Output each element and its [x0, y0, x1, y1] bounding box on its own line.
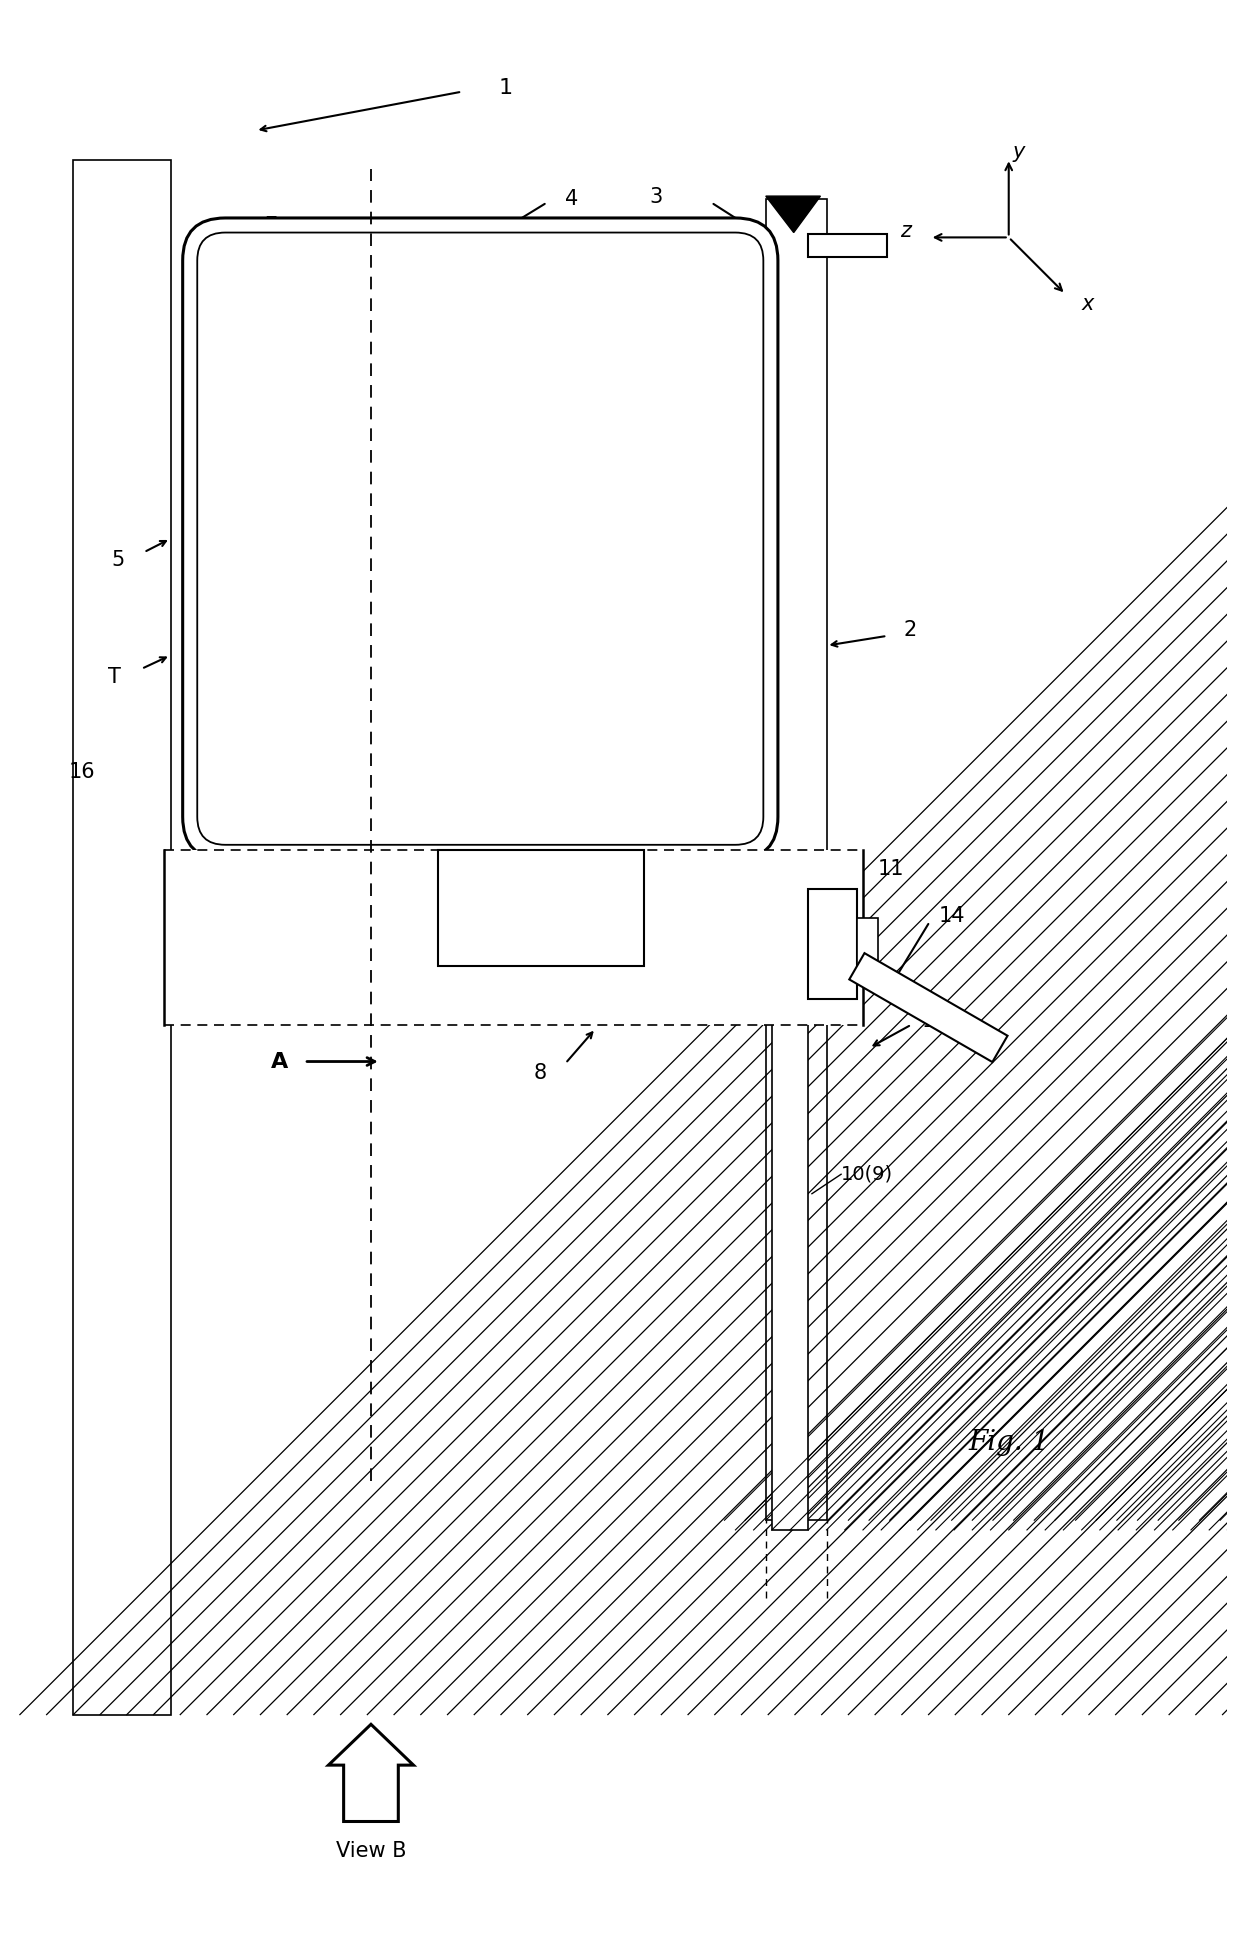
Text: A: A	[272, 732, 289, 753]
Text: 13: 13	[572, 785, 598, 806]
Text: View B: View B	[336, 1841, 407, 1860]
Bar	[165, 849, 863, 1025]
Bar	[438, 849, 645, 966]
Text: 8: 8	[534, 1064, 547, 1083]
Bar	[766, 199, 827, 1521]
Bar	[808, 234, 888, 258]
Text: x: x	[1081, 295, 1094, 314]
Bar	[771, 1015, 808, 1530]
Text: 5: 5	[112, 550, 124, 570]
FancyBboxPatch shape	[182, 219, 777, 859]
FancyBboxPatch shape	[197, 232, 764, 845]
Text: 7: 7	[264, 217, 278, 236]
Text: 10(9): 10(9)	[841, 1165, 893, 1183]
Text: 4: 4	[565, 189, 579, 209]
Text: 3: 3	[650, 187, 662, 207]
Text: 16: 16	[68, 761, 95, 783]
Text: T: T	[108, 668, 120, 687]
Text: z: z	[900, 221, 911, 242]
Bar	[73, 160, 171, 1714]
Text: 11: 11	[878, 859, 904, 878]
Text: 15: 15	[921, 1011, 947, 1031]
Bar	[808, 888, 857, 999]
FancyArrow shape	[329, 1724, 413, 1821]
Text: 2: 2	[903, 621, 916, 640]
Polygon shape	[849, 953, 1008, 1062]
Text: y: y	[1012, 142, 1024, 162]
Text: Fig. 1: Fig. 1	[968, 1429, 1049, 1456]
Text: A: A	[272, 1052, 289, 1072]
Text: 1: 1	[498, 78, 512, 98]
Bar	[857, 917, 878, 970]
Text: 6: 6	[258, 843, 272, 863]
Text: 14: 14	[939, 906, 965, 925]
Polygon shape	[766, 195, 821, 232]
